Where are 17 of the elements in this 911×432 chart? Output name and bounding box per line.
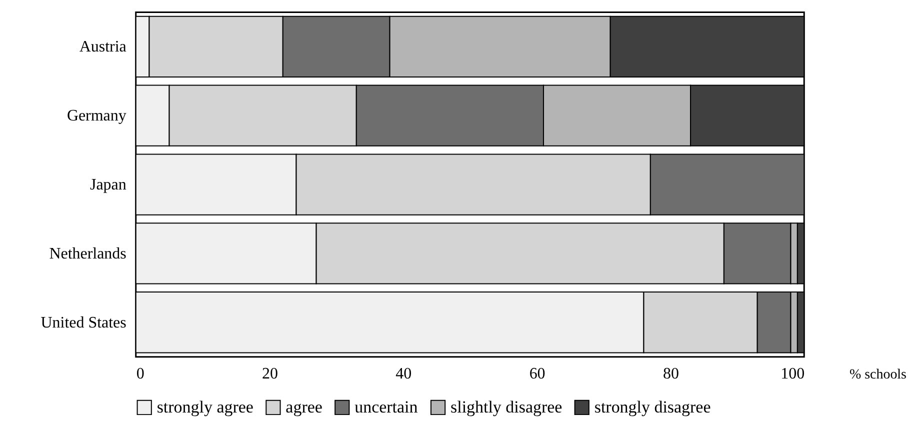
y-tick-label: Austria — [79, 38, 126, 56]
x-axis-title: % schools — [849, 367, 907, 382]
x-tick-label: 0 — [136, 365, 144, 382]
x-tick-label: 60 — [529, 365, 546, 382]
legend-label: uncertain — [354, 397, 418, 416]
legend-label: slightly disagree — [450, 397, 562, 416]
y-tick-label: Germany — [66, 108, 126, 125]
y-tick-label: United States — [40, 314, 126, 332]
x-tick-label: 40 — [396, 365, 412, 382]
y-tick-label: Japan — [90, 176, 126, 194]
x-tick-label: 100 — [780, 365, 805, 382]
legend-label: strongly agree — [156, 397, 254, 416]
legend-label: agree — [286, 397, 322, 416]
y-tick-label: Netherlands — [49, 245, 126, 262]
x-tick-label: 20 — [262, 365, 278, 382]
legend-label: strongly disagree — [594, 397, 711, 416]
x-tick-label: 80 — [662, 365, 679, 382]
